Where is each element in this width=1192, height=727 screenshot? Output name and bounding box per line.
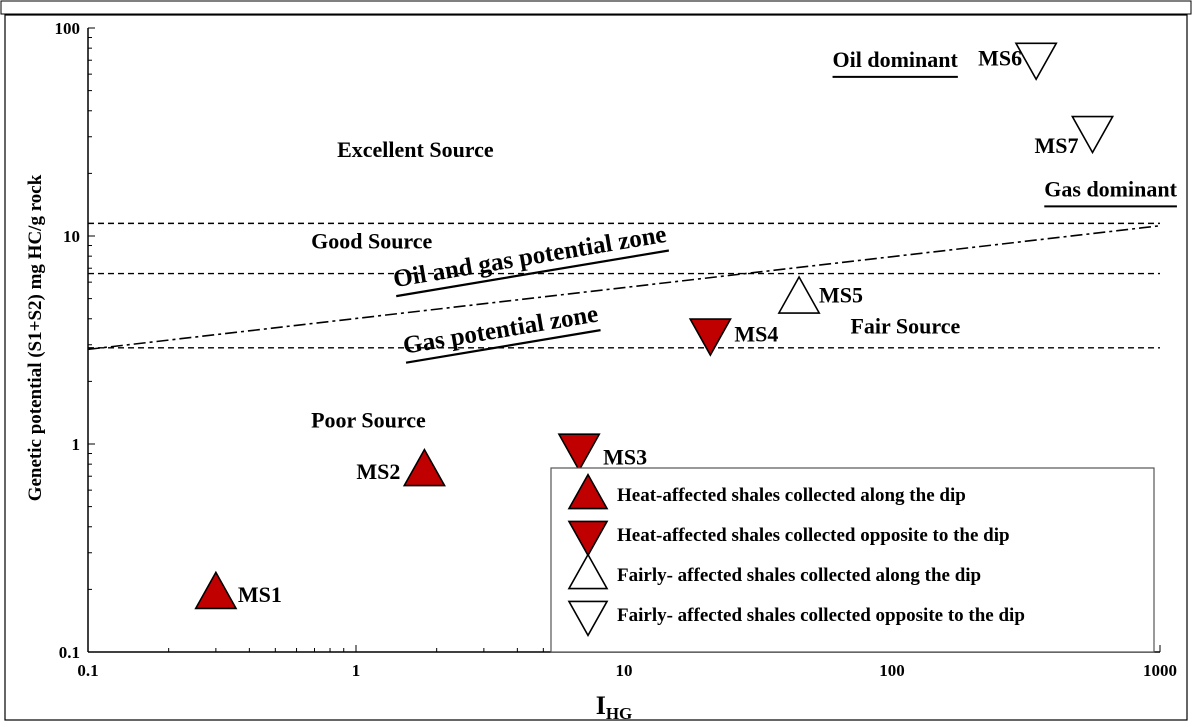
point-label: MS3 xyxy=(603,445,647,470)
y-tick-label: 0.1 xyxy=(59,643,80,662)
legend-box xyxy=(550,467,1155,653)
y-tick-label: 100 xyxy=(55,19,81,38)
data-point-ms6 xyxy=(1014,42,1058,81)
legend-label: Fairly- affected shales collected along … xyxy=(617,565,981,586)
point-label: MS2 xyxy=(356,459,400,484)
outer-frame xyxy=(4,14,1188,721)
data-point-ms1 xyxy=(194,570,238,610)
zone-label: Gas dominant xyxy=(1044,176,1177,201)
data-point-ms7 xyxy=(1070,115,1115,155)
legend-marker-2 xyxy=(567,552,609,590)
x-tick-label: 0.1 xyxy=(77,661,98,680)
point-label: MS1 xyxy=(238,582,282,607)
point-label: MS6 xyxy=(978,46,1022,71)
x-tick-label: 1 xyxy=(352,661,361,680)
oil-gas-divider-line xyxy=(87,224,1161,351)
x-tick-label: 10 xyxy=(616,661,633,680)
point-label: MS5 xyxy=(819,283,863,308)
x-axis-label-subscript: HG xyxy=(606,704,632,722)
y-axis-label: Genetic potential (S1+S2) mg HC/g rock xyxy=(25,174,46,501)
zone-label: Excellent Source xyxy=(337,137,494,162)
zone-label: Good Source xyxy=(311,229,432,254)
top-border-strip xyxy=(0,0,1192,15)
x-tick-label: 100 xyxy=(879,661,905,680)
data-point-ms3 xyxy=(557,433,601,472)
legend-label: Heat-affected shales collected opposite … xyxy=(617,525,1010,546)
point-label: MS4 xyxy=(734,321,778,346)
angled-zone-label-underline xyxy=(396,249,670,298)
zone-label: Poor Source xyxy=(311,408,426,433)
x-axis-label: IHG xyxy=(596,691,633,722)
y-tick-label: 1 xyxy=(72,435,81,454)
data-point-ms5 xyxy=(777,275,821,314)
angled-zone-label-group: Oil and gas potential zone xyxy=(391,221,670,298)
legend-marker-0 xyxy=(567,472,609,510)
zone-label: Oil dominant xyxy=(833,47,959,72)
x-tick-label: 1000 xyxy=(1143,661,1177,680)
legend-label: Fairly- affected shales collected opposi… xyxy=(617,605,1025,626)
point-label: MS7 xyxy=(1035,133,1079,158)
x-axis-label-main: I xyxy=(596,691,606,720)
y-tick-label: 10 xyxy=(63,227,80,246)
legend-marker-3 xyxy=(567,600,609,638)
zone-label: Fair Source xyxy=(850,313,960,338)
angled-zone-label-underline xyxy=(405,329,601,364)
data-point-ms4 xyxy=(688,318,732,357)
data-point-ms2 xyxy=(402,447,446,487)
legend-marker-1 xyxy=(567,520,609,558)
legend-label: Heat-affected shales collected along the… xyxy=(617,485,966,506)
